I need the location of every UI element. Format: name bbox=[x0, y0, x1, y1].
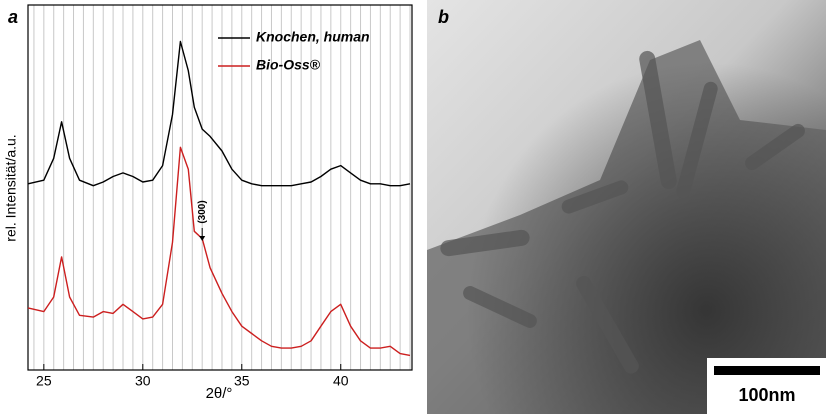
annotation: (300) bbox=[197, 200, 208, 223]
legend-label: Knochen, human bbox=[256, 29, 370, 45]
tem-image bbox=[427, 0, 826, 414]
series-line bbox=[27, 40, 411, 187]
series-line bbox=[27, 146, 411, 357]
x-tick-label: 30 bbox=[135, 373, 151, 389]
scale-bar-label: 100nm bbox=[738, 385, 795, 405]
x-tick-label: 40 bbox=[333, 373, 349, 389]
y-axis-label: rel. Intensität/a.u. bbox=[3, 134, 19, 241]
panel-label: a bbox=[8, 7, 18, 27]
chart: 25 30 35 40 2θ/° rel. Intensität/a.u. a Knochen… bbox=[3, 4, 413, 402]
annotation-arrowhead bbox=[199, 236, 206, 241]
plot-frame bbox=[27, 4, 413, 371]
x-axis-label: 2θ/° bbox=[206, 385, 233, 402]
panel-label: b bbox=[438, 7, 449, 27]
x-tick-label: 35 bbox=[234, 373, 250, 389]
legend-label: Bio-Oss® bbox=[256, 57, 321, 73]
x-tick-label: 25 bbox=[36, 373, 52, 389]
